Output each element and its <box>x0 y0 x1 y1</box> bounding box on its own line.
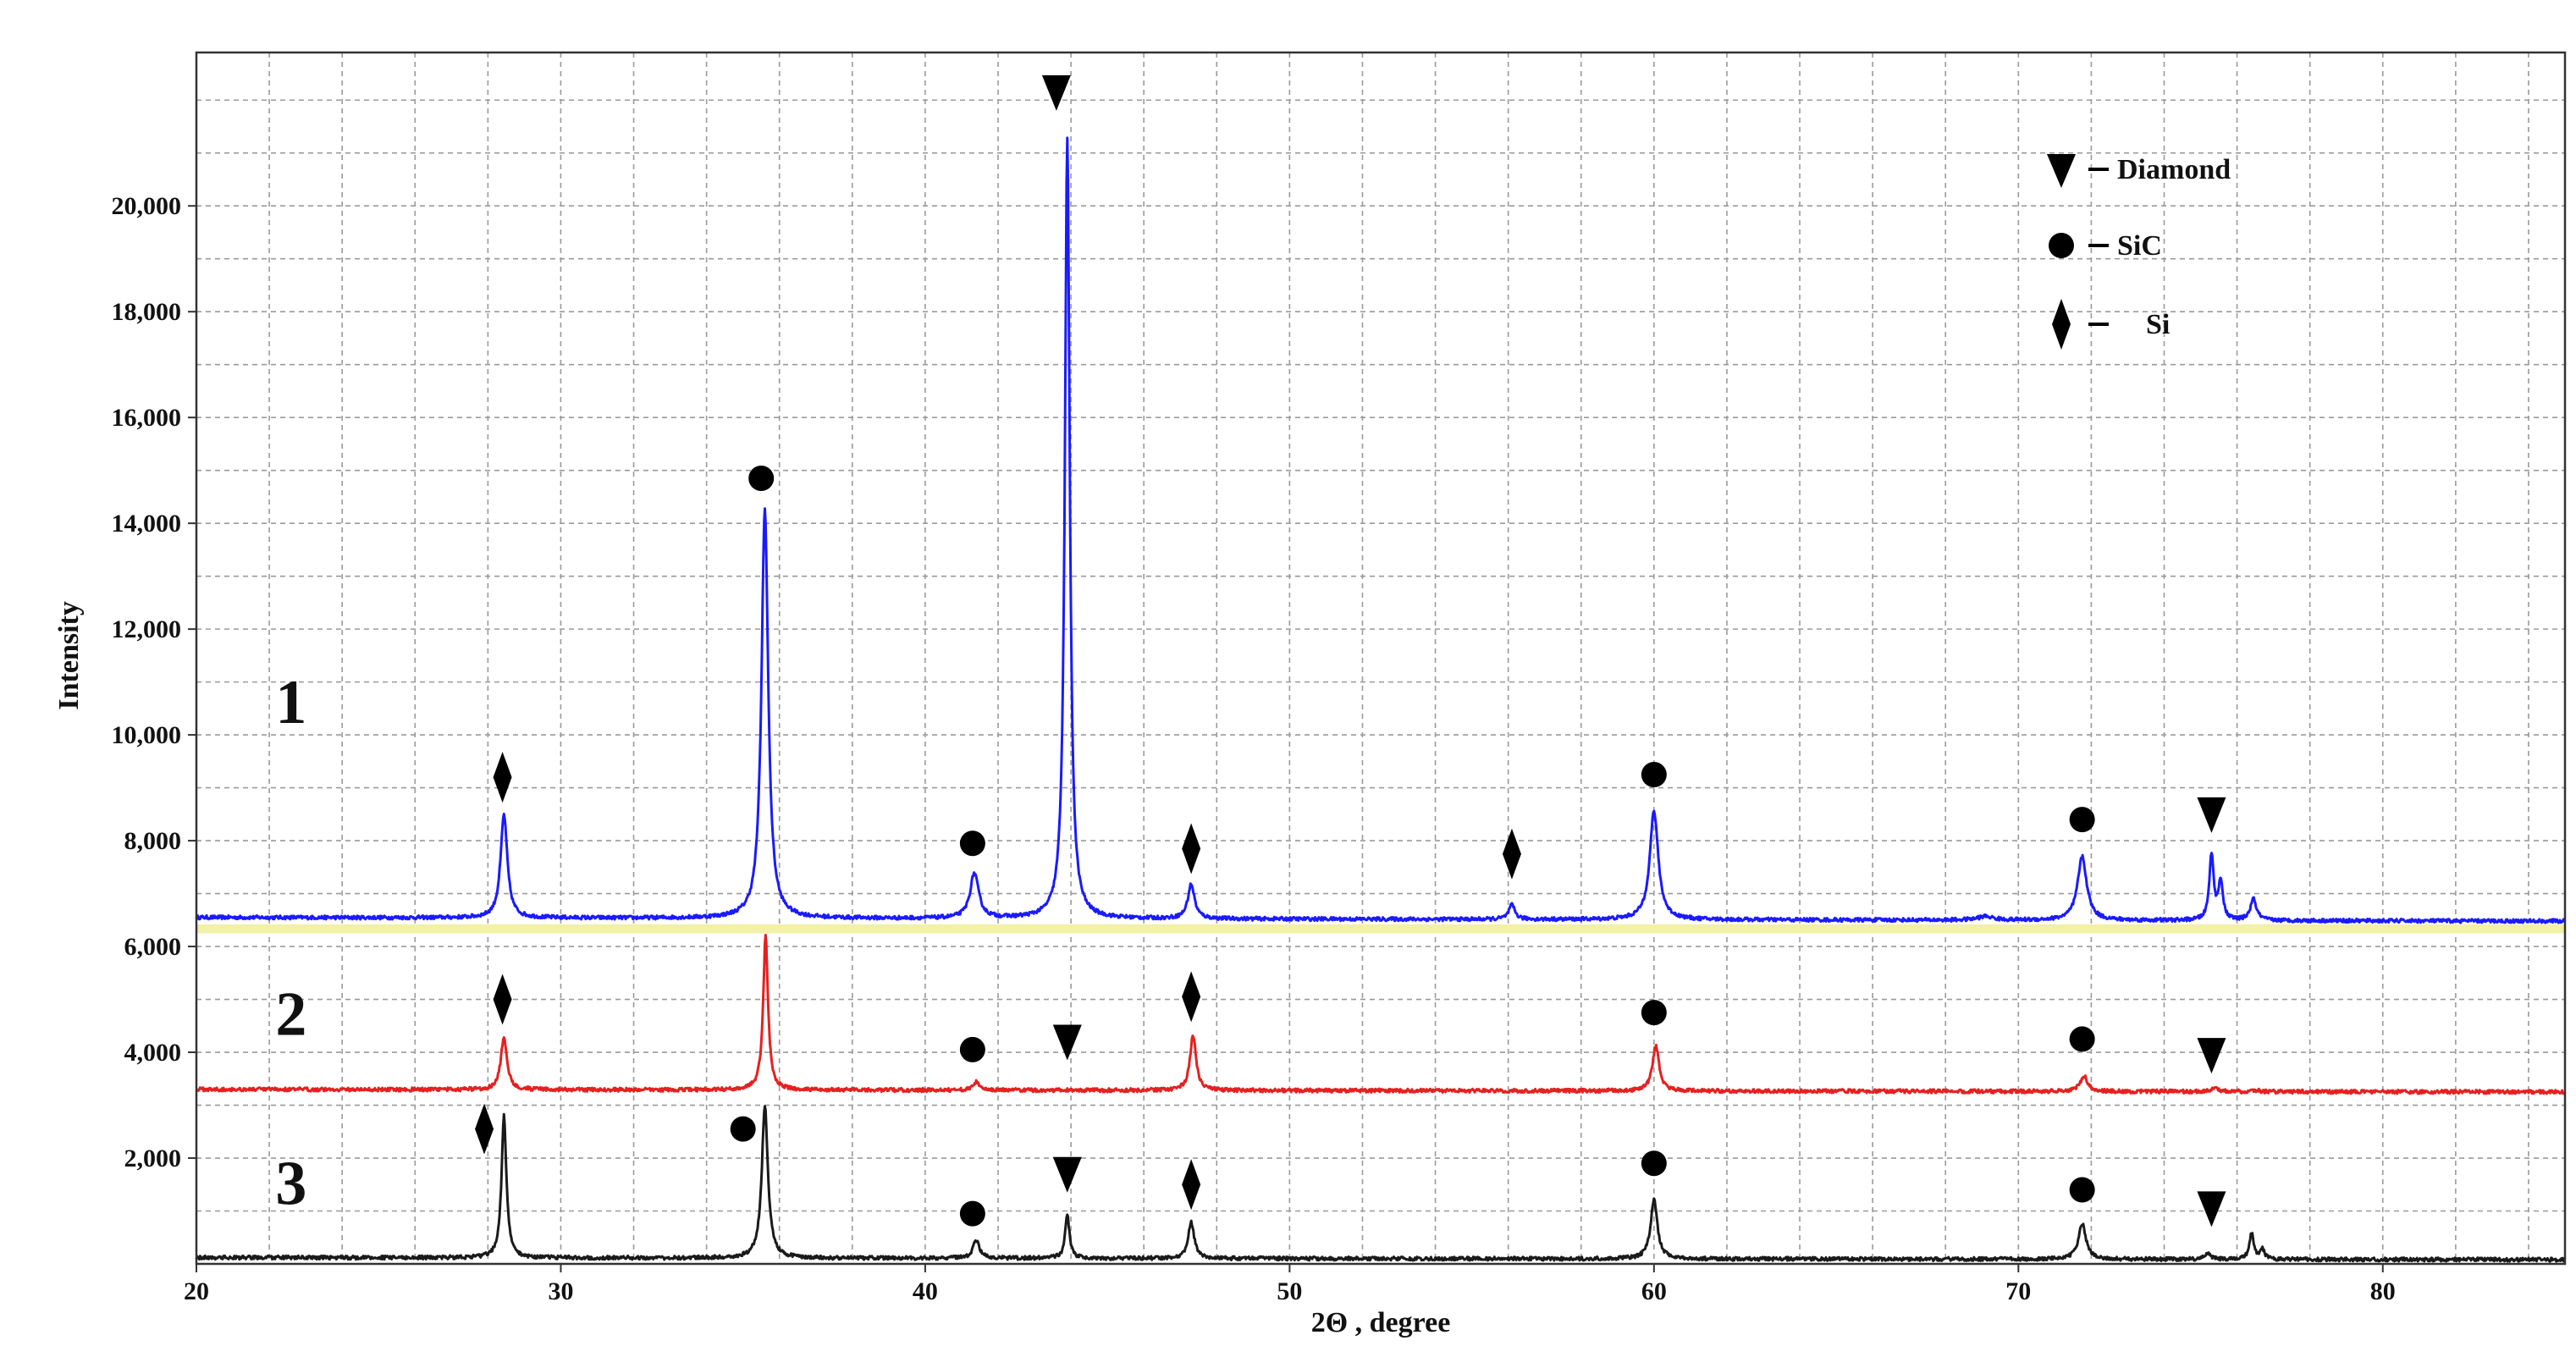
sic-marker <box>1641 1150 1667 1177</box>
y-tick-label: 6,000 <box>124 933 182 961</box>
diamond-phase-marker <box>1052 1156 1082 1193</box>
curve-label-3: 3 <box>275 1149 306 1218</box>
sic-marker <box>2069 807 2095 833</box>
y-tick-label: 4,000 <box>124 1039 182 1067</box>
si-marker <box>1502 828 1521 880</box>
axes: 20 30 40 50 60 70 80 2,000 4,000 6,000 8,000 10,000… <box>53 51 2567 1338</box>
series-line-1 <box>195 136 2567 924</box>
sic-marker <box>959 1036 985 1062</box>
si-marker <box>1182 823 1201 874</box>
si-marker <box>493 974 512 1025</box>
x-tick-label: 40 <box>913 1277 938 1305</box>
diamond-phase-icon <box>2047 154 2076 188</box>
legend-item-sic: SiC <box>2049 230 2162 262</box>
diamond-phase-marker <box>2197 1038 2226 1074</box>
curve-label-1: 1 <box>275 668 306 737</box>
x-tick-label: 70 <box>2005 1277 2031 1305</box>
si-icon <box>2052 299 2071 350</box>
curve-label-2: 2 <box>275 980 306 1050</box>
si-marker <box>493 752 512 803</box>
highlight-band <box>196 924 2565 934</box>
sic-marker <box>1641 1000 1667 1026</box>
sic-icon <box>2049 233 2074 258</box>
plot-frame <box>195 51 2567 1266</box>
si-marker <box>475 1103 494 1155</box>
legend-item-diamond: Diamond <box>2047 154 2231 188</box>
y-tick-label: 18,000 <box>112 298 182 326</box>
sic-marker <box>959 830 985 857</box>
legend: Diamond SiC Si <box>2047 154 2231 350</box>
y-tick-label: 2,000 <box>124 1145 182 1172</box>
y-tick-label: 20,000 <box>112 192 182 220</box>
y-tick-label: 8,000 <box>124 827 182 855</box>
si-marker <box>1182 1159 1201 1211</box>
legend-label: Diamond <box>2117 154 2231 185</box>
si-marker <box>1182 971 1201 1023</box>
grid <box>196 52 2565 1264</box>
series-line-2 <box>195 934 2566 1095</box>
y-tick-label: 10,000 <box>112 721 182 749</box>
x-tick-label: 60 <box>1641 1277 1667 1305</box>
legend-label: Si <box>2146 309 2170 340</box>
diamond-phase-marker <box>2197 797 2226 833</box>
baseline-band <box>196 924 2565 934</box>
y-tick-label: 12,000 <box>112 615 182 643</box>
sic-marker <box>2069 1177 2095 1203</box>
series-line-3 <box>195 1105 2567 1263</box>
y-tick-label: 16,000 <box>112 404 182 432</box>
x-tick-label: 50 <box>1277 1277 1302 1305</box>
curve-labels: 1 2 3 <box>275 668 306 1219</box>
sic-marker <box>748 466 775 492</box>
sic-marker <box>959 1200 985 1227</box>
sic-marker <box>2069 1026 2095 1052</box>
diamond-phase-marker <box>2197 1191 2226 1227</box>
y-axis-label: Intensity <box>53 601 85 709</box>
diamond-phase-marker <box>1041 74 1071 111</box>
x-tick-label: 30 <box>548 1277 573 1305</box>
x-tick-label: 20 <box>184 1277 209 1305</box>
series-lines <box>195 136 2567 1263</box>
x-tick-label: 80 <box>2370 1277 2396 1305</box>
phase-markers <box>475 74 2226 1227</box>
legend-label: SiC <box>2117 230 2162 262</box>
x-axis-label: 2Θ , degree <box>1311 1307 1451 1338</box>
y-tick-label: 14,000 <box>112 510 182 538</box>
sic-marker <box>1641 761 1667 787</box>
sic-marker <box>730 1116 756 1142</box>
diamond-phase-marker <box>1052 1024 1082 1061</box>
legend-item-si: Si <box>2052 299 2170 350</box>
